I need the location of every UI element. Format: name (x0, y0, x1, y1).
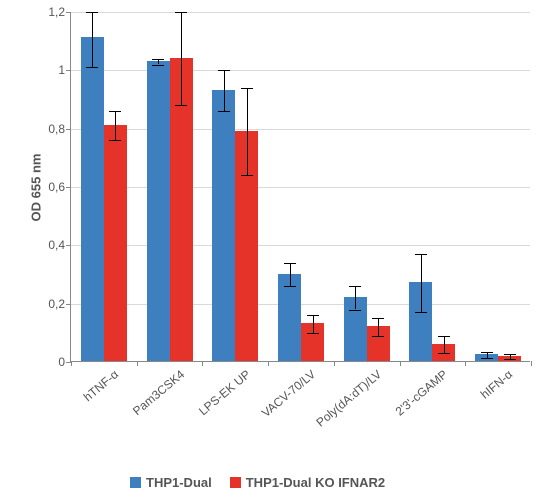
legend: THP1-Dual THP1-Dual KO IFNAR2 (130, 475, 385, 490)
x-tick-label: hTNF-α (76, 361, 122, 404)
gridline (71, 70, 530, 71)
y-tick-label: 0,2 (48, 297, 71, 311)
error-cap (481, 358, 493, 359)
error-cap (481, 352, 493, 353)
plot-area: 00,20,40,60,811,2hTNF-αPam3CSK4LPS-EK UP… (70, 12, 530, 362)
error-bar (92, 12, 93, 67)
y-axis-title: OD 655 nm (28, 154, 43, 222)
x-tick-mark (71, 361, 72, 366)
x-tick-mark (531, 361, 532, 366)
error-cap (175, 105, 187, 106)
x-tick-label: LPS-EK UP (191, 361, 253, 418)
error-bar (378, 318, 379, 336)
error-bar (355, 286, 356, 309)
x-tick-label: hIFN-α (473, 361, 515, 402)
error-cap (504, 354, 516, 355)
bar (81, 37, 104, 361)
error-cap (86, 12, 98, 13)
error-cap (372, 318, 384, 319)
y-tick-label: 0,8 (48, 122, 71, 136)
error-bar (224, 70, 225, 111)
x-tick-mark (400, 361, 401, 366)
bar (104, 125, 127, 361)
error-cap (372, 336, 384, 337)
error-cap (175, 12, 187, 13)
bar (147, 61, 170, 361)
x-tick-mark (202, 361, 203, 366)
x-tick-label: Pam3CSK4 (125, 361, 187, 418)
x-tick-label: 2'3'-cGAMP (387, 361, 450, 419)
error-cap (415, 312, 427, 313)
error-cap (284, 263, 296, 264)
error-cap (109, 111, 121, 112)
error-bar (247, 88, 248, 176)
error-bar (313, 315, 314, 333)
x-tick-mark (465, 361, 466, 366)
y-tick-label: 0,6 (48, 180, 71, 194)
gridline (71, 129, 530, 130)
error-cap (504, 359, 516, 360)
gridline (71, 12, 530, 13)
error-cap (109, 140, 121, 141)
legend-swatch (130, 477, 141, 488)
legend-swatch (230, 477, 241, 488)
error-bar (115, 111, 116, 140)
error-cap (241, 88, 253, 89)
error-cap (438, 353, 450, 354)
error-bar (444, 336, 445, 354)
error-bar (421, 254, 422, 312)
y-tick-label: 0,4 (48, 238, 71, 252)
y-tick-label: 1,2 (48, 5, 71, 19)
error-cap (307, 333, 319, 334)
error-cap (241, 175, 253, 176)
legend-item: THP1-Dual KO IFNAR2 (230, 475, 385, 490)
error-cap (152, 65, 164, 66)
x-tick-mark (334, 361, 335, 366)
error-cap (218, 70, 230, 71)
legend-item: THP1-Dual (130, 475, 212, 490)
gridline (71, 187, 530, 188)
x-tick-mark (137, 361, 138, 366)
error-cap (438, 336, 450, 337)
legend-label: THP1-Dual KO IFNAR2 (246, 475, 385, 490)
error-cap (284, 286, 296, 287)
error-cap (349, 286, 361, 287)
error-cap (218, 111, 230, 112)
bar-chart: OD 655 nm 00,20,40,60,811,2hTNF-αPam3CSK… (0, 0, 550, 500)
y-tick-label: 0 (58, 355, 71, 369)
error-bar (290, 263, 291, 286)
bar (212, 90, 235, 361)
error-cap (415, 254, 427, 255)
x-tick-label: Poly(dA:dT)/LV (308, 361, 384, 430)
error-cap (307, 315, 319, 316)
error-bar (181, 12, 182, 105)
error-cap (86, 67, 98, 68)
x-tick-mark (268, 361, 269, 366)
error-cap (152, 59, 164, 60)
gridline (71, 245, 530, 246)
legend-label: THP1-Dual (146, 475, 212, 490)
error-cap (349, 310, 361, 311)
y-tick-label: 1 (58, 63, 71, 77)
